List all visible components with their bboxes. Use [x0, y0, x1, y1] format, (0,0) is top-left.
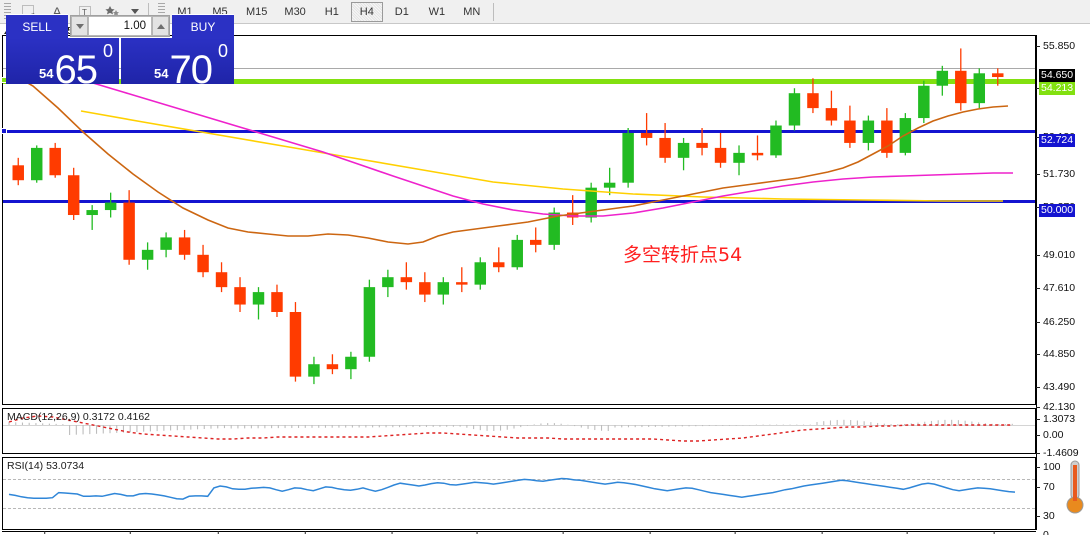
sell-price-fraction: 0 — [102, 41, 113, 61]
rsi-grid-30 — [3, 508, 1035, 509]
one-click-trading-panel[interactable]: SELL 1.00 BUY 54 65 0 54 70 0 — [6, 14, 234, 84]
macd-zero-line — [3, 425, 1035, 426]
candlestick-series — [8, 48, 1013, 385]
price-label-bid[interactable]: 54.650 — [1039, 69, 1076, 82]
timeframe-button-d1[interactable]: D1 — [394, 5, 409, 18]
level-line-gray[interactable] — [3, 68, 1035, 69]
volume-stepper[interactable]: 1.00 — [70, 15, 170, 37]
price-pane[interactable]: 多空转折点54 — [1, 35, 1036, 405]
macd-series — [8, 415, 1013, 442]
rsi-title: RSI(14) 53.0734 — [7, 460, 85, 472]
price-tick: 100 — [1036, 461, 1061, 473]
buy-price-integer: 54 — [154, 66, 169, 81]
timeframe-button-w1[interactable]: W1 — [428, 5, 446, 18]
chart-annotation-text[interactable]: 多空转折点54 — [623, 244, 743, 266]
macd-pane[interactable]: MACD(12,26,9) 0.3172 0.4162 — [2, 408, 1036, 454]
level-line-green[interactable] — [3, 79, 1035, 84]
price-label-green[interactable]: 54.213 — [1039, 82, 1076, 95]
price-axis-line — [1036, 35, 1037, 530]
price-tick: -1.4609 — [1036, 447, 1079, 459]
sell-price-integer: 54 — [39, 66, 54, 81]
objects-dropdown-icon[interactable] — [127, 1, 143, 23]
objects-icon[interactable] — [99, 1, 127, 23]
timeframe-button-m30[interactable]: M30 — [284, 5, 306, 18]
timeframe-grip[interactable] — [158, 2, 165, 21]
toolbar-separator — [148, 2, 149, 21]
svg-text:T: T — [82, 8, 87, 17]
macd-title: MACD(12,26,9) 0.3172 0.4162 — [7, 411, 151, 423]
buy-price-display[interactable]: 54 70 0 — [121, 38, 234, 84]
one-click-top-row: SELL 1.00 BUY — [6, 14, 234, 38]
price-tick: 47.610 — [1036, 282, 1075, 294]
level-anchor-blue-1[interactable] — [1, 128, 7, 134]
sell-price-decimal: 65 — [54, 48, 98, 84]
chart-area: USOil-,H4 54.710 54.740 54.640 54.650 多空… — [0, 25, 1090, 535]
price-tick: 70 — [1036, 481, 1055, 493]
price-tick: 0 — [1036, 529, 1049, 535]
price-label-blue[interactable]: 50.000 — [1039, 204, 1076, 217]
thermometer-icon — [1064, 459, 1086, 515]
price-label-blue[interactable]: 52.724 — [1039, 134, 1076, 147]
volume-increment-button[interactable] — [152, 16, 169, 36]
price-tick: 51.730 — [1036, 168, 1075, 180]
price-tick: 1.3073 — [1036, 413, 1075, 425]
volume-value[interactable]: 1.00 — [88, 16, 152, 36]
buy-button[interactable]: BUY — [172, 14, 234, 38]
price-tick: 55.850 — [1036, 40, 1075, 52]
timeframe-button-mn[interactable]: MN — [463, 5, 481, 18]
time-axis[interactable]: 17 Dec 201820 Dec 12:0026 Dec 00:0028 De… — [2, 531, 1036, 535]
one-click-price-row: 54 65 0 54 70 0 — [6, 38, 234, 84]
price-tick: 43.490 — [1036, 381, 1075, 393]
price-tick: 42.130 — [1036, 401, 1075, 413]
volume-decrement-button[interactable] — [71, 16, 88, 36]
level-line-blue-1[interactable] — [3, 130, 1035, 133]
timeframe-button-m15[interactable]: M15 — [246, 5, 268, 18]
price-tick: 44.850 — [1036, 348, 1075, 360]
price-tick: 30 — [1036, 510, 1055, 522]
timeframe-button-h1[interactable]: H1 — [324, 5, 339, 18]
sell-price-display[interactable]: 54 65 0 — [6, 38, 119, 84]
price-tick: 49.010 — [1036, 249, 1075, 261]
sell-button[interactable]: SELL — [6, 14, 68, 38]
rsi-pane[interactable]: RSI(14) 53.0734 — [2, 457, 1036, 530]
price-tick: 0.00 — [1036, 429, 1063, 441]
level-line-blue-2[interactable] — [3, 200, 1035, 203]
toolbar-grip[interactable] — [4, 2, 11, 21]
price-axis[interactable]: 55.85054.65053.13051.73050.37049.01047.6… — [1036, 35, 1090, 535]
price-tick: 46.250 — [1036, 316, 1075, 328]
timeframe-button-h4[interactable]: H4 — [350, 1, 383, 22]
text-label-icon[interactable]: A — [52, 3, 62, 20]
toolbar-separator-2 — [492, 2, 494, 21]
rsi-series — [8, 477, 1016, 500]
buy-price-decimal: 70 — [169, 48, 213, 84]
buy-price-fraction: 0 — [217, 41, 228, 61]
